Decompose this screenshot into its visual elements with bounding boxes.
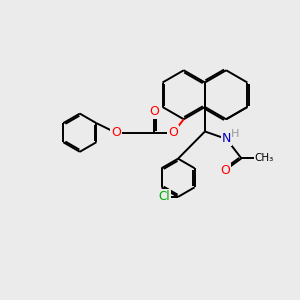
- Text: O: O: [220, 164, 230, 177]
- Text: O: O: [111, 126, 121, 139]
- Text: CH₃: CH₃: [255, 153, 274, 164]
- Text: H: H: [231, 129, 240, 139]
- Text: O: O: [149, 105, 159, 118]
- Text: Cl: Cl: [159, 190, 170, 203]
- Text: N: N: [222, 133, 231, 146]
- Text: O: O: [168, 126, 178, 139]
